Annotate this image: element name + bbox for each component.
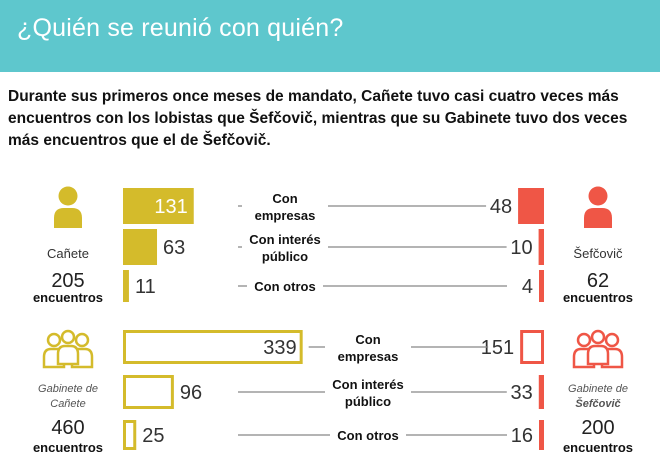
left-total: 460 xyxy=(51,417,84,439)
value-label-right: 4 xyxy=(522,276,533,298)
bar-right xyxy=(538,229,544,265)
value-label-right: 151 xyxy=(481,337,514,359)
left-total: 205 xyxy=(51,270,84,292)
person-icon-right-head xyxy=(588,186,608,206)
value-label-right: 10 xyxy=(510,237,532,259)
cabinet-group-icon-right-body xyxy=(586,344,610,366)
cabinet-group-icon-right xyxy=(572,329,624,369)
category-label: Con interés xyxy=(332,377,404,392)
cabinet-group-icon-right-head xyxy=(604,332,620,348)
value-label-left: 131 xyxy=(154,196,187,218)
bar-left xyxy=(123,270,129,302)
right-name: Šefčovič xyxy=(573,246,623,261)
value-label-left: 339 xyxy=(263,337,296,359)
value-label-left: 11 xyxy=(135,276,156,298)
category-label: público xyxy=(345,394,391,409)
category-label: Con xyxy=(272,191,297,206)
right-total: 62 xyxy=(587,270,609,292)
value-label-right: 16 xyxy=(511,425,533,447)
left-total-unit: encuentros xyxy=(33,290,103,305)
cabinet-group-icon-left xyxy=(42,329,94,369)
bar-right xyxy=(538,375,545,409)
cabinet-group-icon-left-head xyxy=(46,332,62,348)
bar-left xyxy=(123,330,303,364)
bar-right xyxy=(520,330,545,364)
category-label: Con interés xyxy=(249,232,321,247)
left-name: Gabinete de xyxy=(38,383,98,395)
bar-right xyxy=(539,270,544,302)
page-title: ¿Quién se reunió con quién? xyxy=(17,14,344,42)
category-label: Con xyxy=(355,332,380,347)
person-icon-left-body xyxy=(54,208,82,228)
right-total-unit: encuentros xyxy=(563,440,633,455)
bar-left xyxy=(123,188,194,224)
value-label-left: 63 xyxy=(163,237,185,259)
category-label: empresas xyxy=(338,349,399,364)
cabinet-group-icon-left-head xyxy=(74,332,90,348)
category-label: Con otros xyxy=(254,279,315,294)
intro-text: Durante sus primeros once meses de manda… xyxy=(8,88,628,149)
left-name: Cañete xyxy=(50,398,85,410)
right-total-unit: encuentros xyxy=(563,290,633,305)
person-icon-right xyxy=(584,186,612,228)
category-label-bg xyxy=(325,330,411,364)
category-label-bg xyxy=(242,189,328,223)
left-total-unit: encuentros xyxy=(33,440,103,455)
bar-left xyxy=(123,420,137,450)
category-label-bg xyxy=(247,277,323,295)
value-label-left: 25 xyxy=(142,425,164,447)
value-label-right: 48 xyxy=(490,196,512,218)
cabinet-group-icon-left-head xyxy=(60,329,76,345)
category-label-bg xyxy=(330,426,406,444)
person-icon-left xyxy=(54,186,82,228)
category-label: Con otros xyxy=(337,428,398,443)
category-label-bg xyxy=(242,230,328,264)
value-label-right: 33 xyxy=(511,382,533,404)
person-icon-right-body xyxy=(584,208,612,228)
cabinet-group-icon-right-head xyxy=(576,332,592,348)
bar-left xyxy=(123,375,174,409)
person-icon-left-head xyxy=(58,186,78,206)
category-label: empresas xyxy=(255,208,316,223)
category-label: público xyxy=(262,249,308,264)
bar-right xyxy=(518,188,544,224)
right-total: 200 xyxy=(581,417,614,439)
bar-left xyxy=(123,229,158,265)
right-name: Šefčovič xyxy=(575,397,621,410)
left-name: Cañete xyxy=(47,246,89,261)
cabinet-group-icon-right-head xyxy=(590,329,606,345)
bar-right xyxy=(539,420,544,450)
category-label-bg xyxy=(325,375,411,409)
header-banner: ¿Quién se reunió con quién? xyxy=(0,0,660,72)
right-name: Gabinete de xyxy=(568,383,628,395)
value-label-left: 96 xyxy=(180,382,202,404)
cabinet-group-icon-left-body xyxy=(56,344,80,366)
